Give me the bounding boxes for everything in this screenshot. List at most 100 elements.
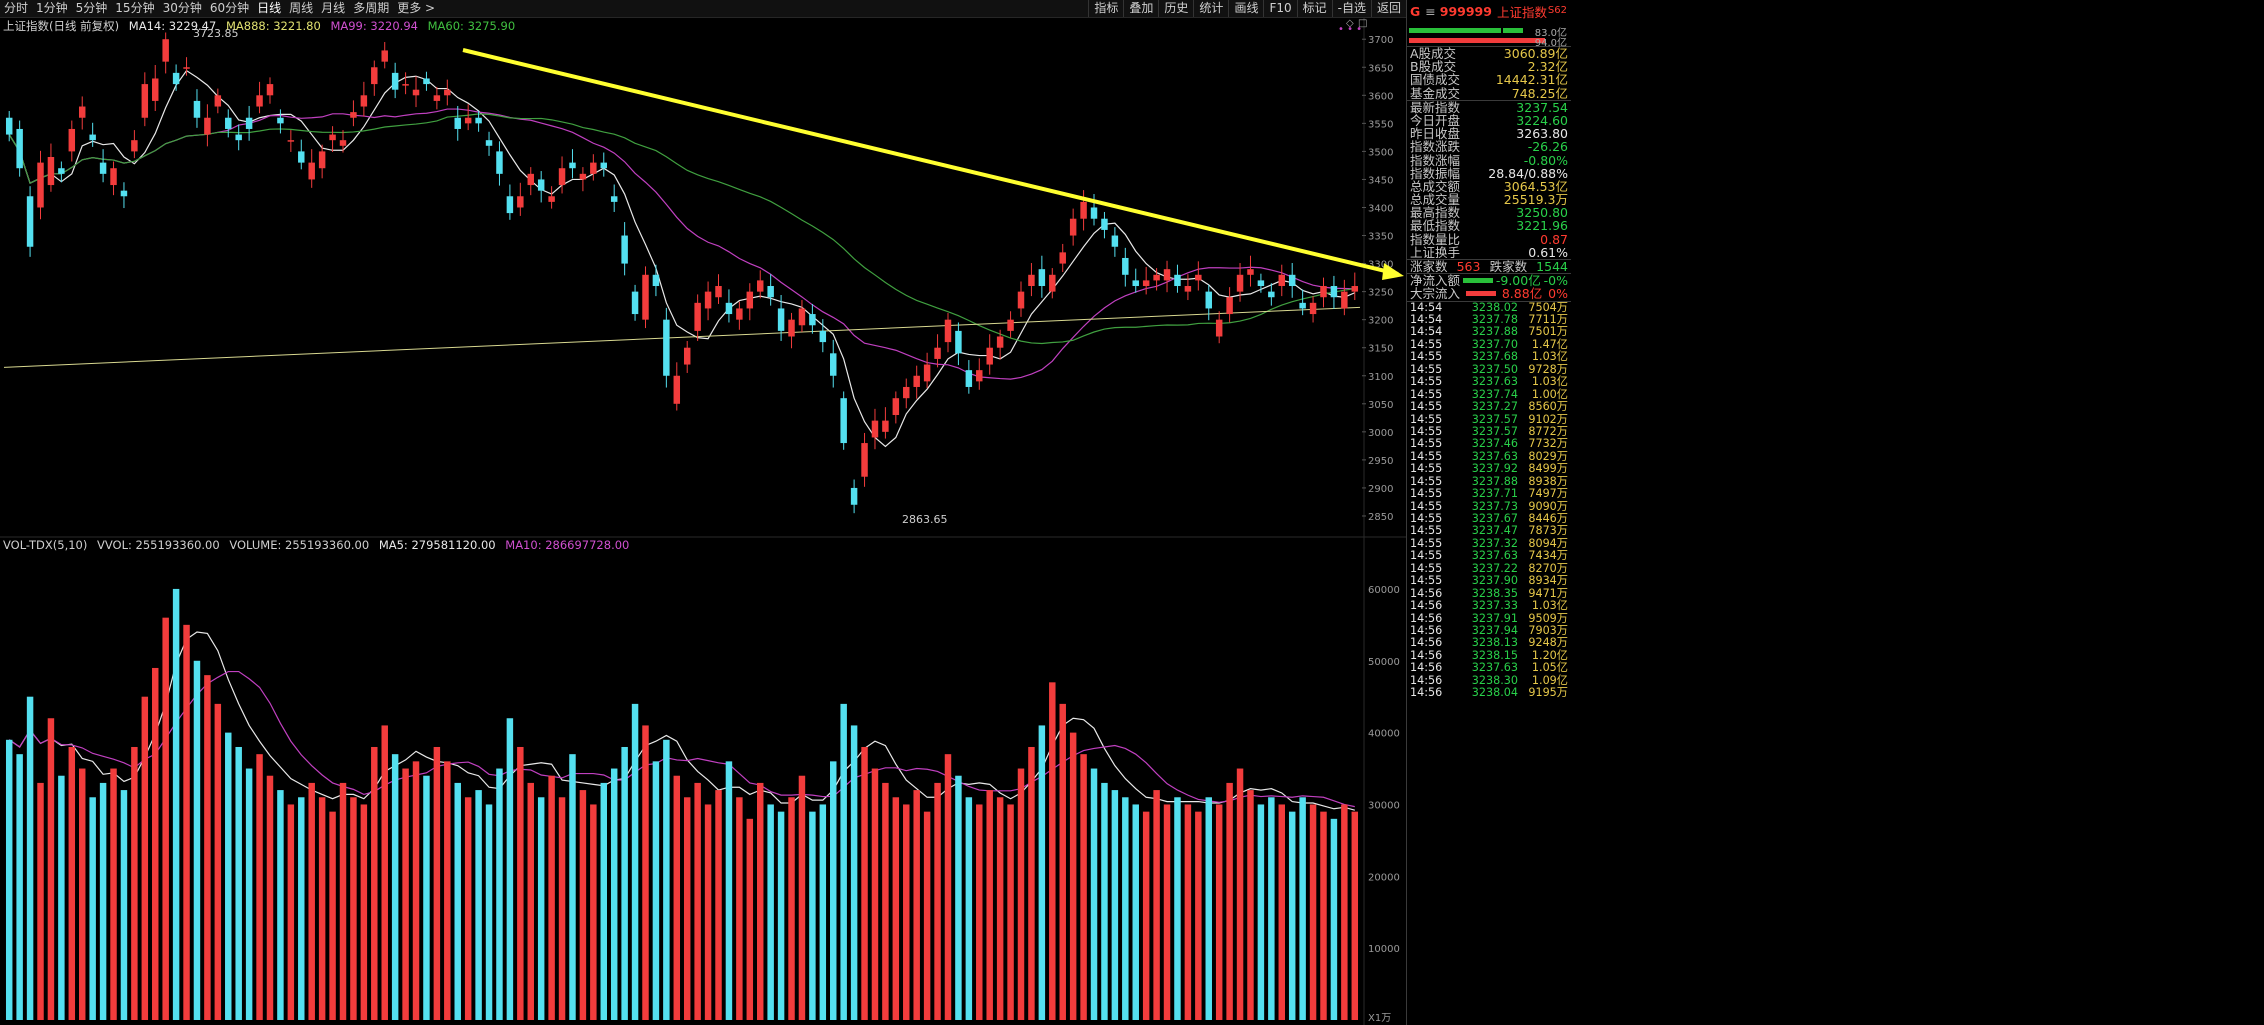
- tick-row: 14:54 3238.02 7504万: [1407, 301, 1571, 314]
- volume-bar: [903, 804, 910, 1020]
- candle-body: [621, 235, 628, 264]
- period-tab[interactable]: 1分钟: [36, 1, 68, 15]
- candle-body: [318, 151, 326, 169]
- candle-body: [454, 117, 461, 129]
- period-tab[interactable]: 日线: [257, 1, 282, 15]
- volume-bar: [1236, 768, 1244, 1020]
- tick-row: 14:56 3238.35 9471万: [1407, 587, 1571, 600]
- volume-bar: [913, 790, 920, 1020]
- candle-body: [475, 117, 482, 124]
- candle-body: [172, 72, 180, 85]
- close-icon[interactable]: □: [1358, 18, 1367, 29]
- kline-chart[interactable]: 2850 2900 2950 3000 3050 3100 3150 3200 3250 3300…: [0, 0, 1406, 1025]
- volume-tick-label: 60000: [1368, 585, 1400, 596]
- tick-row: 14:55 3237.92 8499万: [1407, 462, 1571, 475]
- tick-volume: 8934万: [1528, 574, 1568, 588]
- period-tab[interactable]: 分时: [4, 1, 29, 15]
- candle-body: [225, 117, 232, 129]
- quote-row: 指数涨跌 -26.26: [1407, 140, 1571, 153]
- volume-bar: [1132, 804, 1139, 1020]
- volume-bar: [225, 732, 232, 1020]
- period-tab[interactable]: 30分钟: [162, 1, 202, 15]
- tool-button[interactable]: -自选: [1331, 0, 1371, 17]
- tool-button[interactable]: 指标: [1088, 0, 1123, 17]
- turnover-row: 基金成交 748.25亿: [1407, 86, 1571, 99]
- volume-bar: [58, 775, 65, 1020]
- volume-bar: [976, 804, 983, 1020]
- period-tab[interactable]: 5分钟: [75, 1, 108, 15]
- flow-bar: [1465, 291, 1496, 297]
- tool-button[interactable]: 返回: [1370, 0, 1406, 17]
- tool-button[interactable]: 画线: [1228, 0, 1263, 17]
- volume-bar: [1330, 818, 1338, 1020]
- candle-body: [162, 39, 169, 62]
- tick-row: 14:55 3237.57 9102万: [1407, 412, 1571, 426]
- volume-bar: [1268, 797, 1275, 1020]
- tick-time: 14:56: [1410, 611, 1443, 625]
- g-icon[interactable]: G: [1410, 3, 1421, 19]
- tick-time: 14:55: [1410, 536, 1443, 550]
- volume-bar: [47, 718, 55, 1020]
- tool-button[interactable]: 标记: [1296, 0, 1332, 17]
- volume-bar: [1111, 790, 1119, 1020]
- tick-volume: 9195万: [1528, 686, 1568, 700]
- ratio-value-2: 94.0亿: [1534, 38, 1567, 49]
- tick-row: 14:55 3237.57 8772万: [1407, 424, 1571, 438]
- tool-button[interactable]: F10: [1263, 0, 1296, 17]
- price-tick-label: 3600: [1368, 91, 1393, 102]
- settings-icon[interactable]: ◇: [1346, 18, 1354, 29]
- volume-bar: [746, 818, 754, 1020]
- tick-row: 14:54 3237.88 7501万: [1407, 325, 1571, 338]
- menu-icon[interactable]: ≡: [1425, 3, 1436, 19]
- tick-volume: 9509万: [1528, 611, 1568, 625]
- tick-price: 3237.47: [1471, 524, 1518, 538]
- volume-bar: [266, 775, 274, 1020]
- candle-body: [381, 50, 388, 62]
- candle-body: [892, 398, 900, 416]
- volume-bar: [579, 790, 587, 1020]
- period-tab[interactable]: 月线: [321, 1, 346, 15]
- tick-price: 3237.32: [1471, 536, 1518, 550]
- period-tab[interactable]: 多周期: [353, 1, 390, 15]
- down-count-value: 1544: [1536, 259, 1568, 274]
- tool-button[interactable]: 统计: [1193, 0, 1228, 17]
- candle-body: [1184, 286, 1192, 292]
- tick-price: 3237.63: [1471, 449, 1518, 463]
- tick-row: 14:55 3237.70 1.47亿: [1407, 338, 1571, 351]
- tick-time: 14:56: [1410, 599, 1443, 613]
- tick-price: 3237.94: [1471, 623, 1518, 637]
- period-tab[interactable]: 15分钟: [115, 1, 155, 15]
- dots-icon[interactable]: • • •: [1338, 24, 1362, 35]
- tick-row: 14:56 3238.04 9195万: [1407, 686, 1571, 700]
- price-tick-label: 3550: [1368, 119, 1393, 130]
- tick-time: 14:55: [1410, 424, 1443, 438]
- candle-body: [767, 286, 774, 298]
- tick-time: 14:55: [1410, 412, 1443, 426]
- volume-bar: [527, 782, 534, 1020]
- tick-row: 14:55 3237.68 1.03亿: [1407, 350, 1571, 363]
- vol-indicator[interactable]: VOL-TDX(5,10): [3, 538, 88, 552]
- tick-row: 14:55 3237.22 8270万: [1407, 561, 1571, 575]
- period-tab[interactable]: 更多 >: [397, 1, 436, 15]
- volume-bar: [172, 588, 180, 1020]
- period-tab[interactable]: 60分钟: [209, 1, 250, 15]
- candle-body: [517, 196, 524, 208]
- quote-list: 最新指数 3237.54 今日开盘 3224.60 昨日收盘 3263.80 指数涨跌 -26…: [1407, 101, 1571, 259]
- chart-title: 上证指数(日线 前复权): [3, 19, 120, 33]
- volume-bar: [944, 754, 952, 1020]
- tick-price: 3237.22: [1471, 561, 1518, 575]
- tool-button[interactable]: 历史: [1158, 0, 1193, 17]
- tick-volume: 9102万: [1528, 412, 1568, 426]
- candle-body: [913, 375, 920, 387]
- volume-bar: [1247, 790, 1254, 1020]
- tick-list[interactable]: 14:54 3238.02 7504万 14:54 3237.78 7711万 14:54 3…: [1407, 301, 1571, 700]
- tick-volume: 1.05亿: [1531, 661, 1568, 675]
- price-tick-label: 3100: [1368, 372, 1393, 383]
- price-tick-label: 3150: [1368, 344, 1393, 355]
- volume-bar: [861, 746, 868, 1020]
- volume-bar: [464, 797, 472, 1020]
- period-tab[interactable]: 周线: [289, 1, 314, 15]
- volume-bar: [318, 797, 326, 1020]
- candle-body: [464, 117, 472, 124]
- tool-button[interactable]: 叠加: [1123, 0, 1158, 17]
